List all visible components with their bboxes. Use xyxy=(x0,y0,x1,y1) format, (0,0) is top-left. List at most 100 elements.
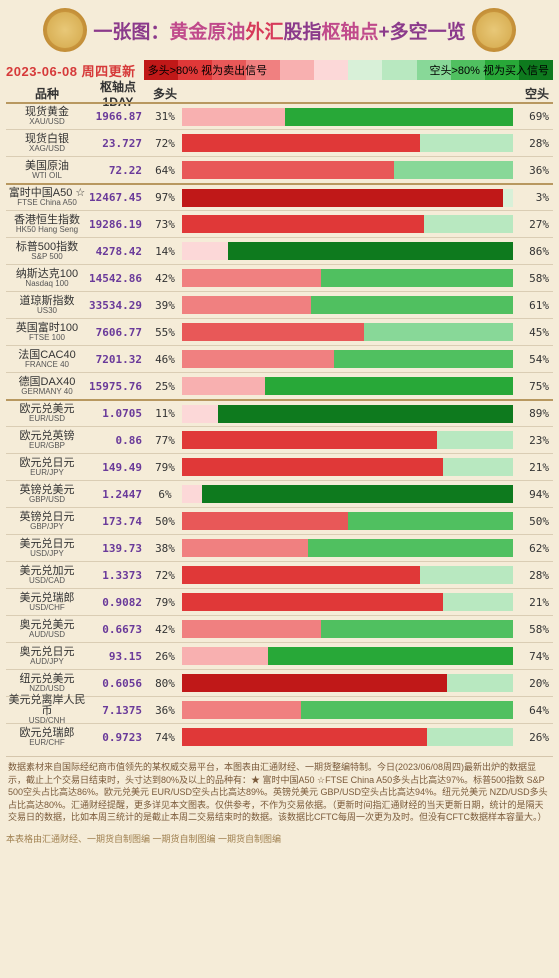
long-pct: 39% xyxy=(148,299,182,312)
pivot-value: 7606.77 xyxy=(88,326,148,339)
pivot-value: 72.22 xyxy=(88,164,148,177)
table-row: 现货白银XAG/USD23.72772%28% xyxy=(6,129,553,156)
table-row: 香港恒生指数HK50 Hang Seng19286.1973%27% xyxy=(6,210,553,237)
sentiment-bar xyxy=(182,269,513,287)
table-header: 品种 枢轴点1DAY 多头 空头 xyxy=(6,84,553,102)
short-pct: 3% xyxy=(513,191,553,204)
short-pct: 54% xyxy=(513,353,553,366)
short-pct: 64% xyxy=(513,704,553,717)
short-pct: 21% xyxy=(513,596,553,609)
sentiment-bar xyxy=(182,108,513,126)
pivot-value: 139.73 xyxy=(88,542,148,555)
instrument-name: 英镑兑日元GBP/JPY xyxy=(6,512,88,531)
short-pct: 50% xyxy=(513,515,553,528)
long-pct: 11% xyxy=(148,407,182,420)
table-row: 英国富时100FTSE 1007606.7755% 45% xyxy=(6,318,553,345)
header-long: 多头 xyxy=(148,85,182,102)
table-row: 奥元兑日元AUD/JPY93.1526%74% xyxy=(6,642,553,669)
instrument-name: 奥元兑美元AUD/USD xyxy=(6,620,88,639)
table-row: 欧元兑日元EUR/JPY149.4979%21% xyxy=(6,453,553,480)
pivot-value: 15975.76 xyxy=(88,380,148,393)
instrument-name: 英国富时100FTSE 100 xyxy=(6,323,88,342)
pivot-value: 7201.32 xyxy=(88,353,148,366)
pivot-value: 12467.45 xyxy=(88,191,148,204)
instrument-name: 现货白银XAG/USD xyxy=(6,134,88,153)
data-rows: 现货黄金XAU/USD1966.8731%69%现货白银XAG/USD23.72… xyxy=(6,102,553,750)
title-bar: 一张图：黄金原油外汇股指枢轴点+多空一览 xyxy=(6,8,553,52)
table-row: 英镑兑日元GBP/JPY173.7450%50% xyxy=(6,507,553,534)
long-pct: 46% xyxy=(148,353,182,366)
instrument-name: 香港恒生指数HK50 Hang Seng xyxy=(6,215,88,234)
instrument-name: 德国DAX40GERMANY 40 xyxy=(6,377,88,396)
short-pct: 36% xyxy=(513,164,553,177)
instrument-name: 现货黄金XAU/USD xyxy=(6,107,88,126)
footer-credits: 本表格由汇通财经、一期货自制图编 一期货自制图编 一期货自制图编 xyxy=(6,832,553,845)
instrument-name: 欧元兑英镑EUR/GBP xyxy=(6,431,88,450)
short-pct: 62% xyxy=(513,542,553,555)
header-name: 品种 xyxy=(6,85,88,102)
header-short: 空头 xyxy=(513,85,553,102)
table-row: 英镑兑美元GBP/USD1.24476%94% xyxy=(6,480,553,507)
table-row: 标普500指数S&P 5004278.4214%86% xyxy=(6,237,553,264)
sentiment-bar xyxy=(182,296,513,314)
long-pct: 80% xyxy=(148,677,182,690)
long-pct: 42% xyxy=(148,623,182,636)
table-row: 奥元兑美元AUD/USD0.667342%58% xyxy=(6,615,553,642)
long-pct: 38% xyxy=(148,542,182,555)
instrument-name: 欧元兑瑞郎EUR/CHF xyxy=(6,728,88,747)
short-pct: 58% xyxy=(513,272,553,285)
short-pct: 61% xyxy=(513,299,553,312)
instrument-name: 标普500指数S&P 500 xyxy=(6,242,88,261)
sentiment-bar xyxy=(182,189,513,207)
pivot-value: 33534.29 xyxy=(88,299,148,312)
instrument-name: 英镑兑美元GBP/USD xyxy=(6,485,88,504)
short-pct: 45% xyxy=(513,326,553,339)
instrument-name: 奥元兑日元AUD/JPY xyxy=(6,647,88,666)
long-pct: 97% xyxy=(148,191,182,204)
sentiment-bar xyxy=(182,674,513,692)
sentiment-bar xyxy=(182,701,513,719)
long-pct: 77% xyxy=(148,434,182,447)
long-pct: 31% xyxy=(148,110,182,123)
short-pct: 89% xyxy=(513,407,553,420)
long-pct: 25% xyxy=(148,380,182,393)
sentiment-bar xyxy=(182,242,513,260)
sentiment-bar xyxy=(182,161,513,179)
pivot-value: 0.6056 xyxy=(88,677,148,690)
table-row: 德国DAX40GERMANY 4015975.7625% 75% xyxy=(6,372,553,399)
pivot-value: 0.9723 xyxy=(88,731,148,744)
sentiment-bar xyxy=(182,512,513,530)
pivot-value: 19286.19 xyxy=(88,218,148,231)
pivot-value: 93.15 xyxy=(88,650,148,663)
sentiment-bar xyxy=(182,728,513,746)
long-pct: 55% xyxy=(148,326,182,339)
table-row: 美元兑日元USD/JPY139.7338%62% xyxy=(6,534,553,561)
long-pct: 73% xyxy=(148,218,182,231)
instrument-name: 富时中国A50 ☆FTSE China A50 xyxy=(6,188,88,207)
instrument-name: 道琼斯指数US30 xyxy=(6,296,88,315)
table-row: 美国原油WTI OIL72.2264%36% xyxy=(6,156,553,183)
short-pct: 21% xyxy=(513,461,553,474)
table-row: 纳斯达克100Nasdaq 10014542.8642%58% xyxy=(6,264,553,291)
sentiment-bar xyxy=(182,431,513,449)
long-pct: 64% xyxy=(148,164,182,177)
short-pct: 94% xyxy=(513,488,553,501)
short-pct: 75% xyxy=(513,380,553,393)
short-pct: 23% xyxy=(513,434,553,447)
short-pct: 69% xyxy=(513,110,553,123)
sentiment-bar xyxy=(182,377,513,395)
long-pct: 42% xyxy=(148,272,182,285)
long-pct: 72% xyxy=(148,569,182,582)
sentiment-bar xyxy=(182,323,513,341)
long-pct: 50% xyxy=(148,515,182,528)
sentiment-bar xyxy=(182,620,513,638)
sentiment-bar xyxy=(182,485,513,503)
pivot-value: 4278.42 xyxy=(88,245,148,258)
table-row: 欧元兑英镑EUR/GBP0.8677%23% xyxy=(6,426,553,453)
instrument-name: 欧元兑日元EUR/JPY xyxy=(6,458,88,477)
pivot-value: 1.0705 xyxy=(88,407,148,420)
long-pct: 14% xyxy=(148,245,182,258)
sentiment-bar xyxy=(182,647,513,665)
table-row: 道琼斯指数US3033534.2939% 61% xyxy=(6,291,553,318)
sentiment-bar xyxy=(182,405,513,423)
